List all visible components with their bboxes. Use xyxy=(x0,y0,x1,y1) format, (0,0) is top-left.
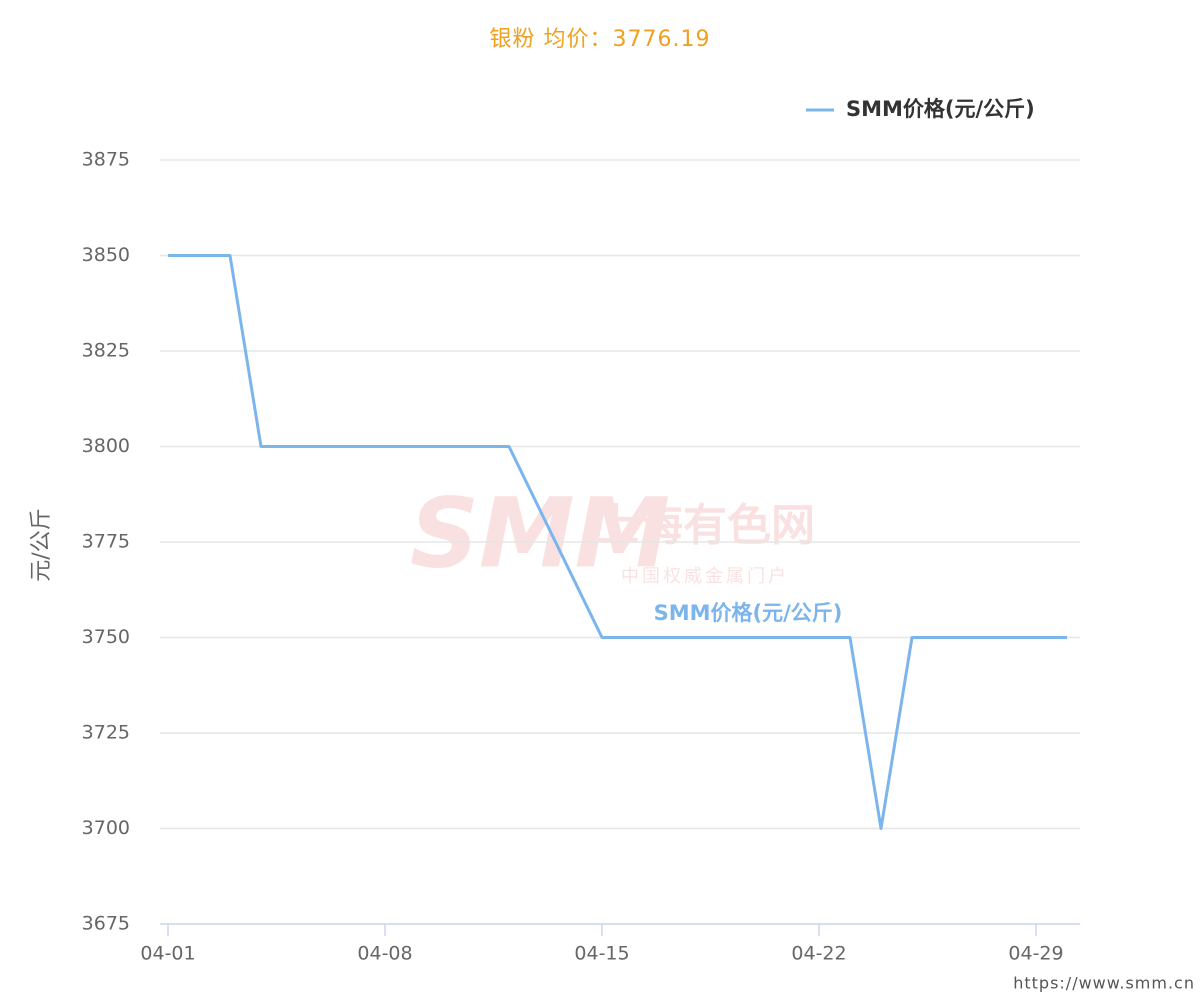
x-tick-label: 04-08 xyxy=(357,943,412,965)
y-tick-label: 3750 xyxy=(82,626,130,648)
y-axis-label: 元/公斤 xyxy=(29,508,54,581)
y-tick-label: 3875 xyxy=(82,149,130,171)
y-tick-label: 3800 xyxy=(82,435,130,457)
series-line xyxy=(168,254,1067,830)
x-tick-label: 04-22 xyxy=(791,943,846,965)
x-tick-label: 04-15 xyxy=(574,943,629,965)
y-tick-label: 3675 xyxy=(82,913,130,935)
watermark-logo: SMM xyxy=(410,477,670,589)
x-tick-label: 04-29 xyxy=(1008,943,1063,965)
source-url: https://www.smm.cn xyxy=(1013,974,1195,993)
watermark-name: 上海有色网 xyxy=(595,500,815,551)
y-tick-label: 3700 xyxy=(82,817,130,839)
y-tick-label: 3850 xyxy=(82,244,130,266)
watermark: SMM 上海有色网 中国权威金属门户 xyxy=(410,477,815,589)
y-tick-label: 3725 xyxy=(82,722,130,744)
legend-label: SMM价格(元/公斤) xyxy=(846,97,1035,121)
series-label: SMM价格(元/公斤) xyxy=(654,601,843,625)
watermark-slogan: 中国权威金属门户 xyxy=(621,566,789,587)
chart-title: 银粉 均价：3776.19 xyxy=(490,27,711,52)
x-tick-label: 04-01 xyxy=(140,943,195,965)
y-tick-label: 3775 xyxy=(82,531,130,553)
y-tick-label: 3825 xyxy=(82,340,130,362)
